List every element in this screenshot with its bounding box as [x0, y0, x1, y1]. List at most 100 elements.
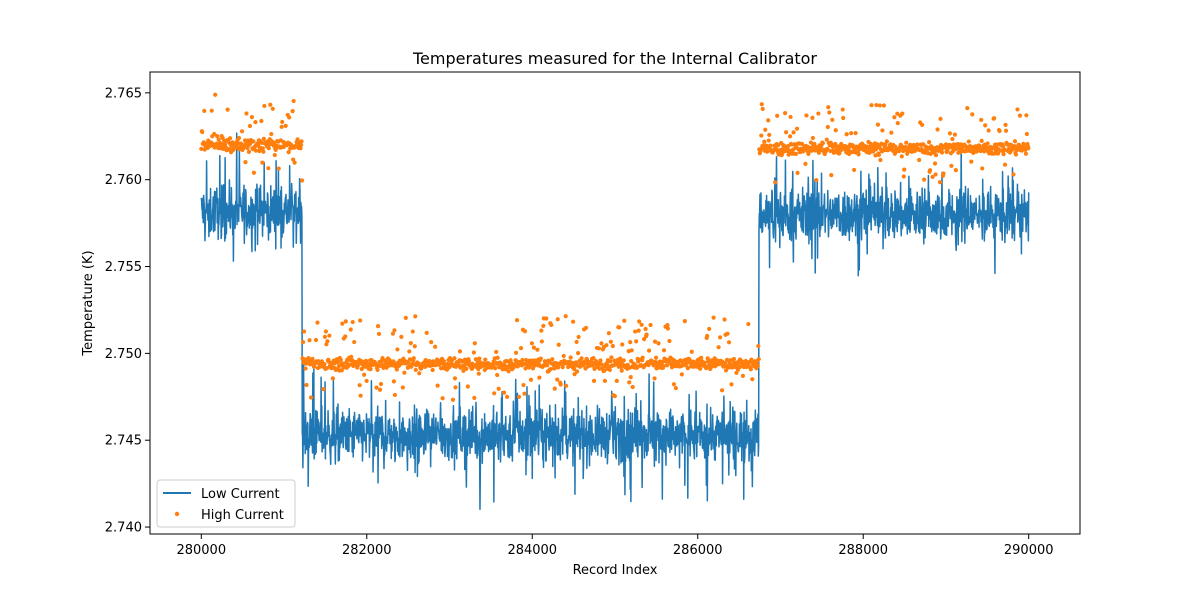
high-current-point: [247, 123, 253, 129]
high-current-point: [292, 160, 297, 165]
high-current-point: [874, 102, 879, 108]
high-current-point: [327, 333, 332, 338]
high-current-point: [253, 120, 258, 125]
high-current-point: [236, 135, 242, 141]
y-axis-label: Temperature (K): [81, 250, 96, 356]
high-current-point: [391, 379, 397, 384]
high-current-point: [268, 102, 273, 107]
high-current-point: [556, 342, 561, 347]
high-current-point: [938, 142, 944, 148]
high-current-point: [983, 123, 988, 128]
x-tick-label: 290000: [1004, 543, 1054, 558]
high-current-point: [262, 103, 267, 109]
high-current-point: [260, 160, 265, 165]
high-current-point: [362, 372, 367, 377]
high-current-point: [760, 106, 765, 112]
high-current-point: [729, 382, 734, 387]
high-current-point: [356, 361, 361, 366]
high-current-point: [583, 325, 589, 331]
high-current-point: [902, 167, 907, 172]
high-current-point: [457, 349, 463, 354]
high-current-point: [614, 378, 619, 384]
high-current-point: [270, 106, 275, 111]
high-current-point: [279, 124, 284, 129]
high-current-point: [330, 376, 335, 381]
high-current-point: [889, 130, 894, 135]
high-current-point: [814, 178, 819, 183]
high-current-point: [227, 146, 232, 151]
high-current-point: [411, 356, 416, 361]
high-current-point: [299, 178, 305, 183]
high-current-point: [970, 112, 975, 117]
high-current-point: [394, 367, 399, 372]
high-current-point: [308, 395, 314, 400]
high-current-point: [1012, 139, 1018, 144]
high-current-point: [806, 151, 811, 157]
high-current-point: [979, 117, 984, 123]
high-current-point: [571, 319, 576, 324]
high-current-point: [969, 159, 974, 164]
high-current-point: [575, 369, 580, 374]
high-current-point: [433, 344, 438, 349]
high-current-point: [202, 108, 207, 114]
high-current-point: [827, 110, 832, 115]
high-current-point: [496, 386, 501, 391]
high-current-point: [947, 131, 953, 136]
high-current-point: [665, 323, 670, 328]
high-current-point: [349, 354, 354, 359]
high-current-point: [325, 339, 330, 344]
high-current-point: [759, 133, 764, 138]
high-current-point: [630, 384, 635, 390]
high-current-point: [766, 118, 771, 123]
high-current-point: [795, 170, 800, 175]
high-current-point: [877, 103, 883, 108]
high-current-point: [804, 113, 809, 118]
high-current-point: [930, 174, 935, 180]
high-current-point: [225, 107, 230, 112]
high-current-point: [979, 138, 984, 143]
high-current-point: [785, 144, 791, 149]
high-current-point: [492, 391, 497, 396]
high-current-point: [671, 382, 677, 387]
high-current-point: [246, 149, 252, 154]
high-current-point: [251, 139, 256, 144]
high-current-point: [608, 339, 613, 344]
high-current-point: [358, 393, 363, 398]
x-tick-label: 284000: [507, 543, 557, 558]
high-current-point: [348, 327, 353, 332]
high-current-point: [705, 333, 710, 339]
high-current-point: [629, 359, 634, 364]
high-current-point: [599, 362, 605, 367]
high-current-point: [679, 372, 684, 377]
high-current-point: [900, 111, 905, 116]
high-current-point: [825, 124, 830, 130]
high-current-point: [812, 141, 817, 146]
high-current-point: [868, 141, 874, 147]
high-current-point: [992, 116, 997, 121]
high-current-point: [537, 375, 542, 380]
high-current-point: [572, 367, 577, 372]
high-current-point: [927, 168, 933, 173]
high-current-point: [833, 128, 838, 133]
high-current-point: [609, 355, 614, 360]
high-current-point: [307, 338, 312, 343]
high-current-point: [528, 377, 534, 382]
high-current-point: [853, 130, 858, 136]
high-current-point: [897, 148, 902, 154]
high-current-point: [408, 341, 413, 346]
x-tick-label: 288000: [838, 543, 888, 558]
high-current-point: [673, 386, 679, 391]
high-current-point: [410, 329, 415, 334]
high-current-point: [734, 370, 739, 375]
high-current-point: [711, 315, 716, 320]
high-current-point: [518, 346, 524, 351]
high-current-point: [555, 317, 560, 322]
high-current-point: [429, 340, 434, 345]
high-current-point: [876, 152, 882, 158]
high-current-point: [949, 163, 954, 168]
high-current-point: [881, 103, 887, 108]
high-current-point: [319, 359, 325, 364]
high-current-point: [522, 329, 528, 334]
high-current-point: [399, 334, 404, 340]
high-current-point: [495, 372, 500, 378]
